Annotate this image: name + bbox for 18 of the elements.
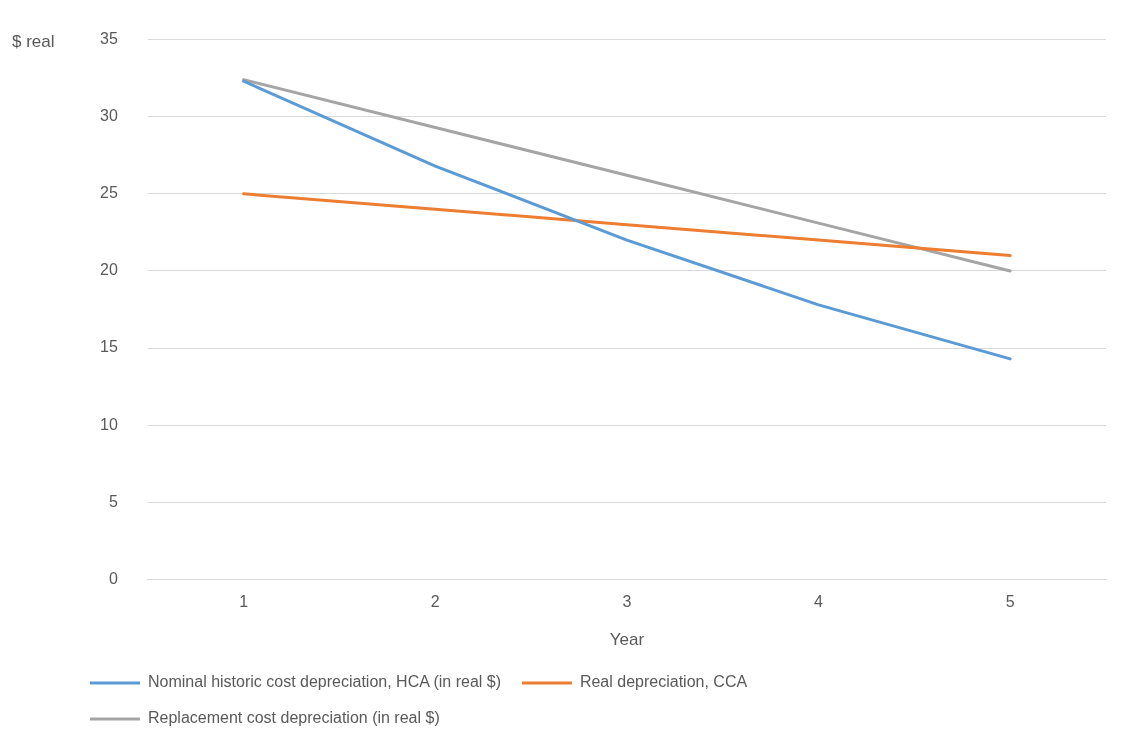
x-axis-title: Year (609, 630, 645, 650)
y-tick-label: 25 (100, 184, 118, 202)
y-tick-label: 5 (108, 492, 118, 510)
legend-label: Nominal historic cost depreciation, HCA (in real $) (148, 673, 502, 691)
x-tick-label: 3 (622, 593, 632, 611)
legend-label: Replacement cost depreciation (in real $) (148, 709, 440, 727)
x-tick-label: 4 (814, 593, 824, 611)
y-tick-label: 30 (100, 107, 118, 125)
y-tick-label: 10 (100, 415, 118, 433)
y-tick-label: 20 (100, 261, 118, 279)
x-tick-label: 1 (239, 593, 249, 611)
legend-label: Real depreciation, CCA (579, 673, 748, 691)
y-tick-label: 0 (108, 569, 118, 587)
y-tick-label: 15 (100, 338, 118, 356)
x-tick-label: 5 (1005, 593, 1015, 611)
y-axis-title: $ real (12, 32, 55, 52)
y-tick-label: 35 (100, 30, 118, 48)
x-tick-label: 2 (430, 593, 440, 611)
